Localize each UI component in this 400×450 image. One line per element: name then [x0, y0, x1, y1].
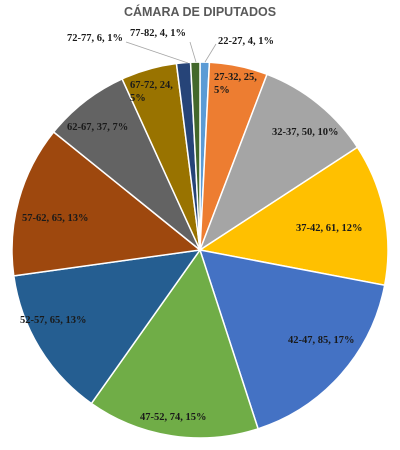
- pie-slice-32-37: [198, 73, 359, 252]
- slice-label-32-37: 32-37, 50, 10%: [272, 127, 339, 138]
- slice-label-52-57: 52-57, 65, 13%: [20, 315, 87, 326]
- slice-label-77-82: 77-82, 4, 1%: [130, 28, 186, 39]
- slice-label-67-72: 67-72, 24, 5%: [130, 80, 173, 104]
- slice-label-57-62: 57-62, 65, 13%: [22, 213, 89, 224]
- pie-slice-37-42: [198, 146, 389, 287]
- pie-slice-42-47: [198, 249, 386, 430]
- pie-slice-52-57: [12, 249, 202, 405]
- slice-label-62-67: 62-67, 37, 7%: [67, 122, 128, 133]
- pie-slices: [11, 61, 389, 439]
- chart-title: CÁMARA DE DIPUTADOS: [124, 4, 276, 19]
- pie-slice-47-52: [90, 248, 260, 439]
- slice-label-42-47: 42-47, 85, 17%: [288, 335, 355, 346]
- pie-slice-57-62: [11, 130, 202, 277]
- slice-label-47-52: 47-52, 74, 15%: [140, 412, 207, 423]
- leader-line: [125, 41, 189, 64]
- pie-labels: 22-27, 4, 1% 27-32, 25, 5% 32-37, 50, 10% 37…: [20, 28, 363, 423]
- slice-label-22-27: 22-27, 4, 1%: [218, 36, 274, 47]
- slice-label-27-32: 27-32, 25, 5%: [214, 72, 257, 96]
- pie-slice-77-82: [189, 61, 201, 251]
- leader-line: [204, 43, 217, 63]
- slice-label-72-77: 72-77, 6, 1%: [67, 33, 123, 44]
- slice-label-37-42: 37-42, 61, 12%: [296, 223, 363, 234]
- leader-line: [189, 41, 197, 63]
